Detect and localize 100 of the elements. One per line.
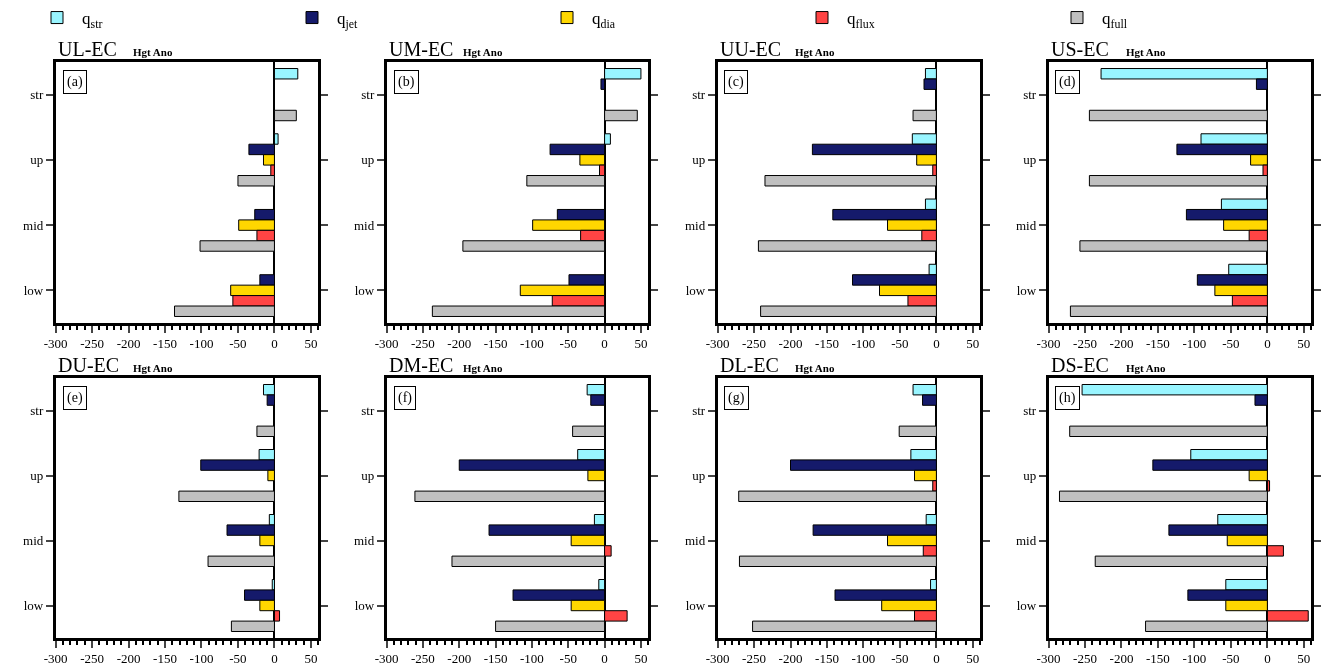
x-tick-label: -50: [1222, 651, 1240, 667]
x-tick-label: -150: [1146, 336, 1170, 352]
chart-subtitle: Hgt Ano: [133, 46, 173, 58]
x-tick-label: -100: [1182, 651, 1207, 667]
y-tick-label: mid: [23, 217, 44, 233]
y-tick-label: mid: [684, 533, 706, 549]
annotation: (f): [398, 390, 413, 406]
y-tick-label: low: [23, 598, 44, 614]
x-tick-label: 0: [933, 336, 940, 352]
x-tick-label: -150: [153, 651, 177, 667]
x-tick-label: 50: [634, 336, 648, 352]
chart-subtitle: Hgt Ano: [1126, 362, 1166, 374]
y-tick-label: up: [692, 468, 706, 484]
x-tick-label: -300: [1036, 336, 1061, 352]
x-tick-label: -300: [705, 651, 730, 667]
chart-title: UL-EC: [58, 38, 117, 60]
x-tick-label: -100: [851, 651, 876, 667]
x-tick-label: -100: [189, 336, 214, 352]
y-tick-label: up: [361, 152, 375, 168]
x-tick-label: -250: [80, 336, 104, 352]
x-tick-label: 0: [1264, 651, 1271, 667]
x-tick-label: -150: [483, 336, 508, 352]
x-tick-label: -100: [851, 336, 876, 352]
x-tick-label: -150: [1146, 651, 1170, 667]
x-tick-label: -300: [705, 336, 730, 352]
x-tick-label: -50: [229, 651, 247, 667]
x-tick-label: -250: [742, 336, 766, 352]
x-tick-label: 0: [271, 336, 278, 352]
x-tick-label: 50: [1297, 651, 1311, 667]
x-tick-label: -50: [559, 336, 577, 352]
x-tick-label: 0: [1264, 336, 1271, 352]
legend-label: q$_{full}$: [1102, 9, 1128, 31]
annotation: (a): [67, 74, 83, 90]
x-tick-label: -250: [1073, 336, 1097, 352]
y-tick-label: str: [361, 87, 375, 103]
x-tick-label: 50: [304, 336, 318, 352]
x-tick-label: -300: [374, 651, 399, 667]
chart-subtitle: Hgt Ano: [133, 362, 173, 374]
y-tick-label: low: [685, 598, 706, 614]
chart-title: DM-EC: [389, 354, 454, 376]
x-tick-label: 50: [966, 336, 980, 352]
chart-subtitle: Hgt Ano: [795, 362, 835, 374]
y-tick-label: up: [1023, 468, 1037, 484]
chart-subtitle: Hgt Ano: [463, 362, 503, 374]
chart-title: UM-EC: [389, 38, 454, 60]
x-tick-label: -250: [411, 651, 435, 667]
x-tick-label: 50: [966, 651, 980, 667]
x-tick-label: -150: [483, 651, 508, 667]
x-tick-label: -300: [43, 336, 68, 352]
x-tick-label: -50: [891, 651, 909, 667]
x-tick-label: -300: [374, 336, 399, 352]
x-tick-label: -200: [778, 336, 803, 352]
legend-label: q$_{str}$: [82, 9, 103, 31]
x-tick-label: 0: [601, 651, 608, 667]
y-tick-label: str: [30, 403, 44, 419]
x-tick-label: -150: [815, 336, 839, 352]
x-tick-label: 0: [933, 651, 940, 667]
x-tick-label: -50: [891, 336, 909, 352]
y-tick-label: str: [30, 87, 44, 103]
y-tick-label: low: [354, 282, 375, 298]
chart-title: DU-EC: [58, 354, 120, 376]
y-tick-label: mid: [1015, 533, 1037, 549]
x-tick-label: 50: [634, 651, 648, 667]
x-tick-label: -100: [189, 651, 214, 667]
annotation: (b): [398, 74, 415, 90]
legend-label: q$_{dia}$: [592, 9, 616, 31]
y-tick-label: low: [354, 598, 375, 614]
x-tick-label: -250: [742, 651, 766, 667]
legend-label: q$_{jet}$: [337, 9, 359, 31]
annotation: (g): [728, 390, 745, 406]
y-tick-label: mid: [354, 533, 375, 549]
x-tick-label: 0: [271, 651, 278, 667]
x-tick-label: -50: [1222, 336, 1240, 352]
y-tick-label: up: [30, 468, 44, 484]
y-tick-label: up: [361, 468, 375, 484]
y-tick-label: str: [361, 403, 375, 419]
x-tick-label: -200: [116, 336, 141, 352]
y-tick-label: low: [1016, 598, 1037, 614]
x-tick-label: -200: [447, 651, 472, 667]
chart-title: DS-EC: [1051, 354, 1109, 376]
y-tick-label: mid: [1015, 217, 1037, 233]
annotation: (h): [1059, 390, 1076, 406]
chart-title: DL-EC: [720, 354, 779, 376]
x-tick-label: -300: [1036, 651, 1061, 667]
x-tick-label: 50: [1297, 336, 1311, 352]
y-tick-label: mid: [684, 217, 706, 233]
annotation: (e): [67, 390, 83, 406]
chart-subtitle: Hgt Ano: [463, 46, 503, 58]
x-tick-label: -100: [520, 651, 544, 667]
x-tick-label: -200: [116, 651, 141, 667]
chart-title: UU-EC: [720, 38, 782, 60]
x-tick-label: -200: [778, 651, 803, 667]
y-tick-label: up: [30, 152, 44, 168]
x-tick-label: -300: [43, 651, 68, 667]
y-tick-label: str: [692, 87, 706, 103]
x-tick-label: -100: [520, 336, 544, 352]
annotation: (d): [1059, 74, 1076, 90]
x-tick-label: -200: [1109, 651, 1134, 667]
chart-subtitle: Hgt Ano: [1126, 46, 1166, 58]
x-tick-label: -200: [447, 336, 472, 352]
